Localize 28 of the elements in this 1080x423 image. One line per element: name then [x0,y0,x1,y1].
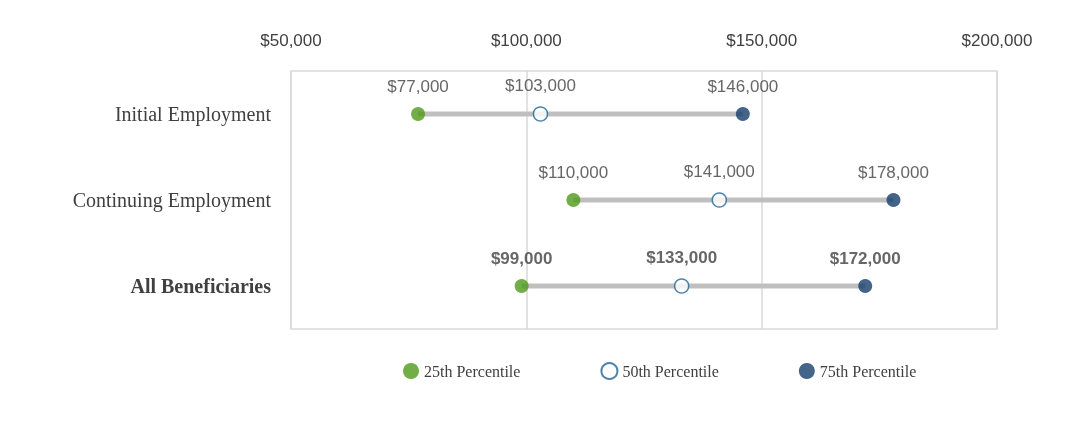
y-tick-label: All Beneficiaries [130,275,272,297]
point [566,193,581,207]
data-label: $99,000 [490,249,553,268]
point [711,192,728,208]
data-label: $103,000 [505,76,576,96]
y-tick-label: Continuing Employment [72,189,272,212]
point [532,106,549,122]
data-label: $77,000 [387,77,449,96]
x-tick-label: $100,000 [490,31,562,50]
legend-label: 50th Percentile [622,362,719,380]
legend-label: 75th Percentile [819,362,917,380]
y-tick-label: Initial Employment [114,103,272,126]
data-label: $178,000 [858,163,929,182]
point [514,279,529,293]
point [886,193,901,207]
data-label: $172,000 [829,249,901,268]
point [858,279,873,293]
x-tick-label: $50,000 [260,31,322,50]
point [411,107,426,121]
x-tick-label: $200,000 [961,31,1033,50]
x-tick-label: $150,000 [726,31,798,50]
point [673,278,690,294]
data-label: $133,000 [646,248,718,268]
data-label: $146,000 [707,77,779,96]
legend-label: 25th Percentile [424,362,521,380]
data-label: $110,000 [538,163,609,182]
data-label: $141,000 [683,162,755,182]
point [735,107,750,121]
